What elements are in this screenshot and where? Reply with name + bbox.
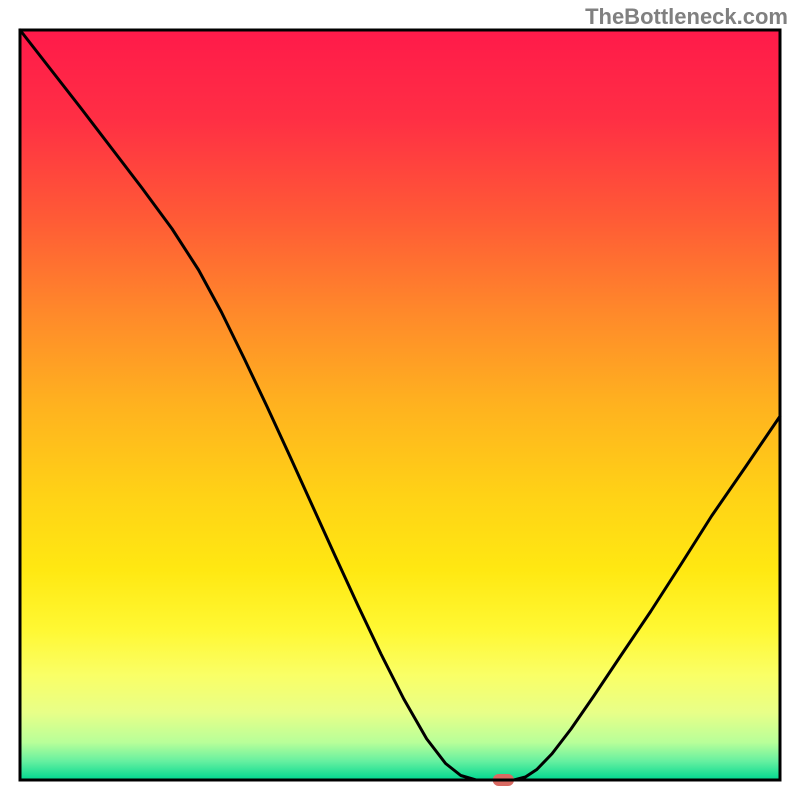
watermark-text: TheBottleneck.com <box>585 4 788 30</box>
gradient-background <box>20 30 780 780</box>
bottleneck-chart <box>0 0 800 800</box>
chart-container: TheBottleneck.com <box>0 0 800 800</box>
plot-area <box>20 30 780 786</box>
